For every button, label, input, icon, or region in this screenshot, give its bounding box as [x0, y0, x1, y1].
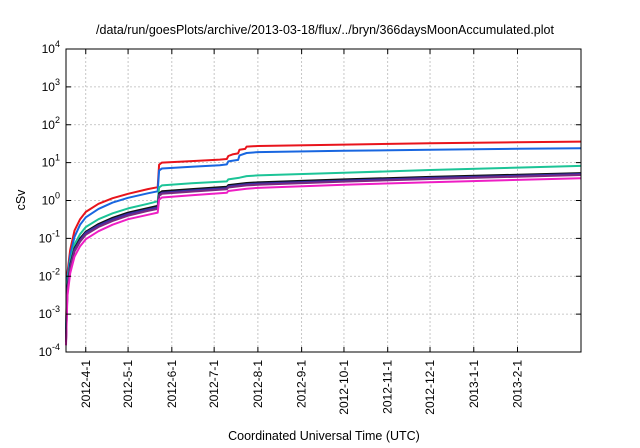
x-tick-label: 2012-4-1	[79, 360, 93, 408]
y-tick-label: 10-3	[39, 304, 60, 321]
series-line-4	[65, 172, 582, 341]
x-tick-label: 2012-11-1	[381, 360, 395, 414]
y-tick-label: 102	[42, 115, 60, 132]
series-group	[65, 140, 582, 346]
y-tick-label: 10-2	[39, 266, 60, 283]
series-line-7	[65, 177, 582, 346]
x-tick-label: 2012-12-1	[423, 360, 437, 415]
y-tick-label: 100	[42, 191, 60, 208]
x-axis: 2012-4-1 2012-5-1 2012-6-1 2012-7-1 2012-8-1…	[79, 49, 525, 415]
x-axis-label: Coordinated Universal Time (UTC)	[228, 429, 420, 443]
series-line-2	[65, 147, 582, 330]
y-tick-label: 10-4	[39, 342, 60, 359]
y-tick-label: 104	[42, 39, 60, 56]
series-line-5	[65, 173, 582, 341]
series-line-6	[65, 174, 582, 343]
y-axis-label: cSv	[14, 189, 28, 211]
x-tick-label: 2012-6-1	[165, 360, 179, 408]
series-line-3	[65, 164, 582, 334]
x-tick-label: 2012-8-1	[251, 360, 265, 408]
x-tick-label: 2012-9-1	[295, 360, 309, 408]
y-tick-label: 103	[42, 77, 60, 94]
x-tick-label: 2012-5-1	[121, 360, 135, 408]
chart-title: /data/run/goesPlots/archive/2013-03-18/f…	[96, 23, 554, 37]
x-tick-label: 2013-1-1	[467, 360, 481, 408]
x-tick-label: 2012-7-1	[207, 360, 221, 408]
series-line-1	[65, 140, 582, 326]
y-tick-label: 101	[42, 153, 60, 170]
y-axis: 10-4 10-3 10-2 10-1 100 101 102 103 104	[39, 39, 581, 359]
x-tick-label: 2013-2-1	[511, 360, 525, 408]
y-tick-label: 10-1	[39, 228, 60, 245]
x-tick-label: 2012-10-1	[337, 360, 351, 415]
grid	[66, 49, 581, 352]
